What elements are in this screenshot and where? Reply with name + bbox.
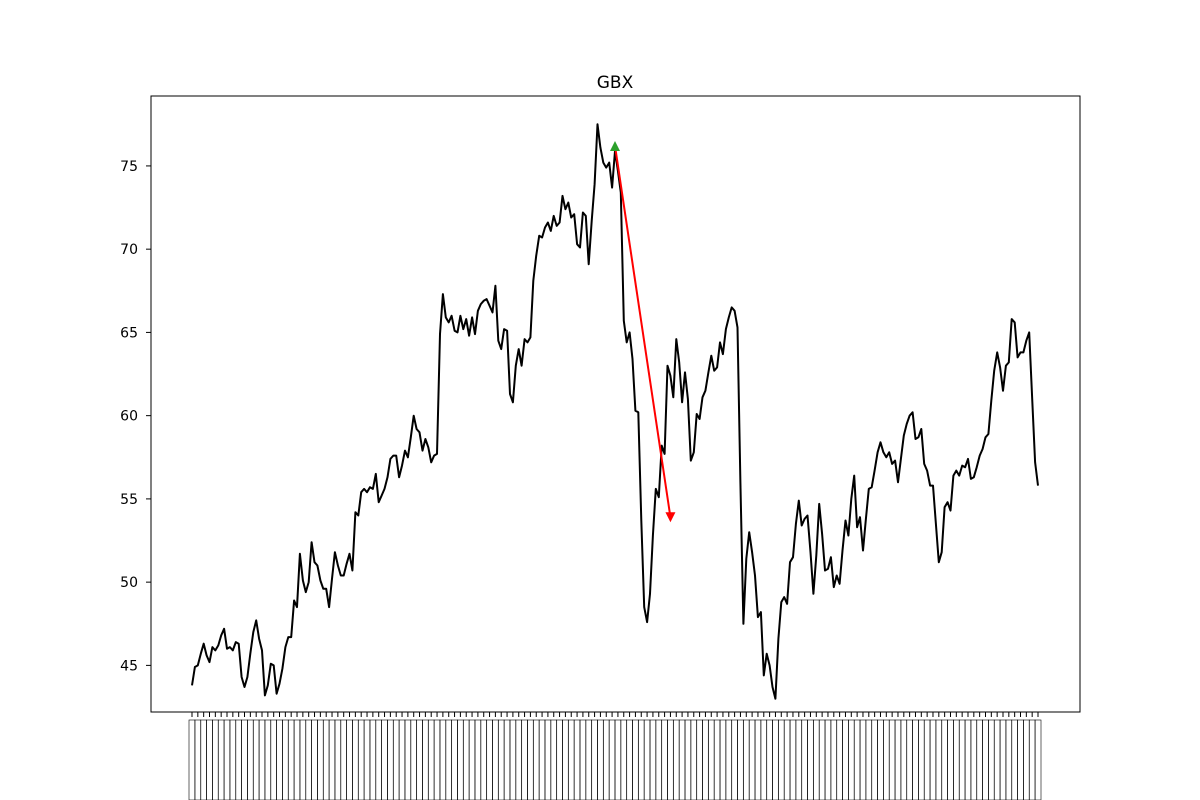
y-tick-label: 65 bbox=[120, 325, 138, 341]
annotation-layer bbox=[610, 140, 676, 523]
plot-frame bbox=[150, 95, 1081, 713]
sell-marker bbox=[665, 512, 676, 523]
chart-title: GBX bbox=[597, 73, 634, 93]
y-tick-label: 60 bbox=[120, 409, 138, 425]
y-tick-label: 70 bbox=[120, 242, 138, 258]
y-tick-label: 45 bbox=[120, 658, 138, 674]
y-axis-ticks: 45 50 55 60 65 70 75 bbox=[120, 159, 151, 674]
x-tick-label bbox=[1034, 719, 1042, 800]
buy-marker bbox=[610, 140, 620, 151]
y-tick-label: 55 bbox=[120, 492, 138, 508]
trade-arrow bbox=[614, 145, 672, 518]
y-tick-label: 50 bbox=[120, 575, 138, 591]
y-tick-label: 75 bbox=[120, 159, 138, 175]
x-axis-ticks bbox=[188, 712, 1042, 800]
